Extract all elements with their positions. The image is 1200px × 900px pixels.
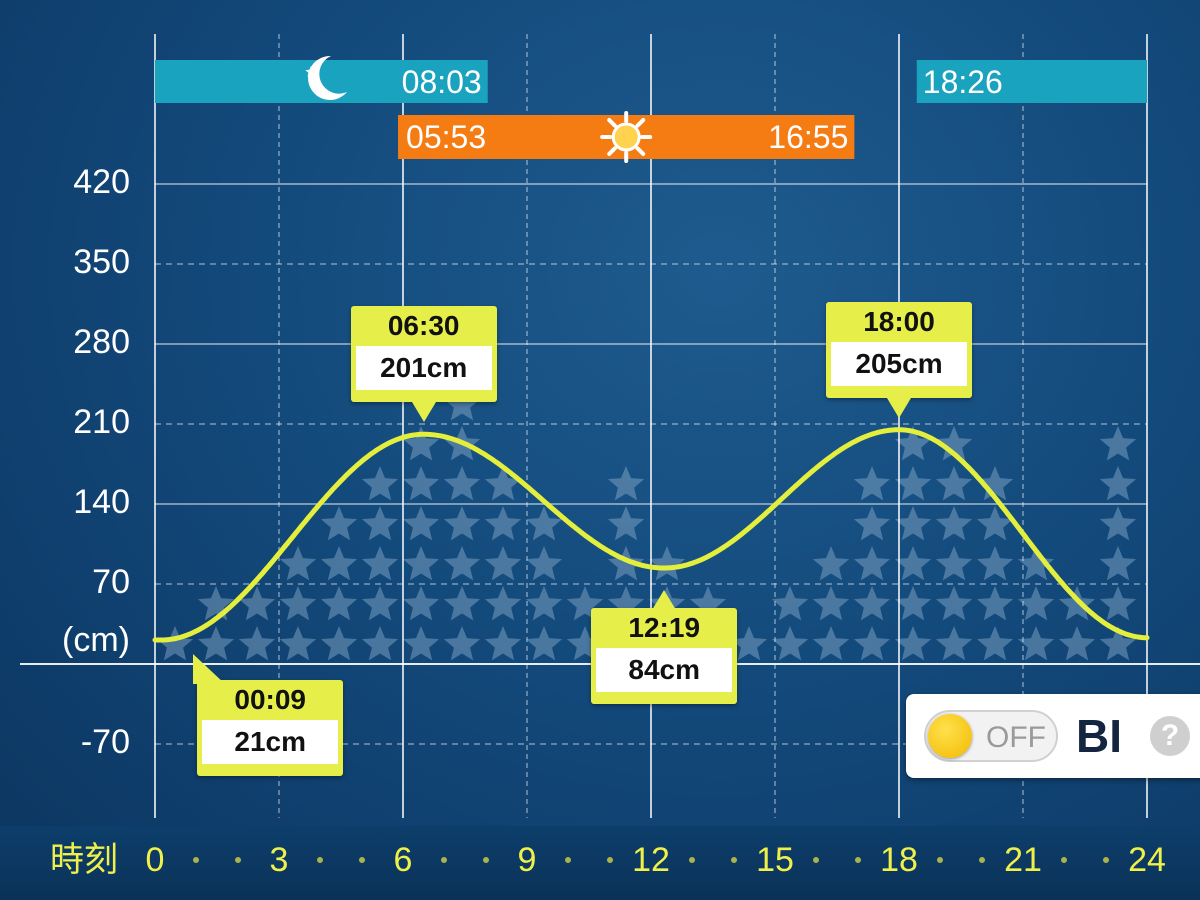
star-pattern (156, 386, 1137, 661)
moonset-label: 08:03 (401, 64, 482, 100)
y-tick-label: 350 (73, 243, 130, 281)
x-tick-label: 18 (880, 841, 918, 879)
moon-bar-1 (916, 60, 1147, 103)
sunrise-label: 05:53 (406, 119, 487, 155)
help-icon[interactable]: ? (1150, 716, 1190, 756)
x-tick-label: 9 (517, 841, 537, 879)
callout-height: 84cm (596, 648, 733, 692)
toggle-knob (928, 714, 972, 758)
x-hour-dot (358, 857, 365, 863)
y-tick-label: 70 (92, 563, 130, 601)
callout-pointer (411, 402, 436, 423)
toggle-state-label: OFF (986, 721, 1046, 754)
x-hour-dot (689, 857, 696, 863)
x-tick-label: 3 (269, 841, 289, 879)
x-hour-dot (1102, 857, 1109, 863)
y-tick-label: 140 (73, 483, 130, 521)
sunset-label: 16:55 (768, 119, 849, 155)
x-hour-dot (193, 857, 200, 863)
x-tick-label: 24 (1128, 841, 1166, 879)
x-tick-label: 6 (393, 841, 413, 879)
x-axis-title: 時刻 (50, 841, 118, 879)
tide-line (152, 427, 1150, 643)
x-hour-dot (813, 857, 820, 863)
callout-pointer (652, 590, 677, 610)
x-tick-label: 15 (756, 841, 794, 879)
tide-callout: 12:19 84cm (591, 590, 738, 704)
x-hour-dot (317, 857, 324, 863)
x-tick-label: 0 (145, 841, 165, 879)
bi-toggle[interactable]: OFF (924, 710, 1058, 762)
sun-icon (600, 111, 653, 163)
callout-pointer (193, 654, 226, 684)
sun-ray (607, 118, 617, 128)
x-hour-dot (234, 857, 241, 863)
y-tick-label: 210 (73, 403, 130, 441)
callout-time: 06:30 (387, 310, 460, 342)
callout-time: 00:09 (234, 684, 306, 715)
bi-panel: OFF BI ? (906, 694, 1200, 778)
callout-time: 18:00 (863, 305, 935, 337)
x-tick-label: 21 (1004, 841, 1042, 879)
x-hour-dot (565, 857, 572, 863)
stars-layer (156, 386, 1137, 661)
callout-pointer (887, 397, 911, 418)
callout-height: 201cm (355, 346, 492, 391)
x-hour-dot (606, 857, 613, 863)
bi-brand-label: BI (1076, 710, 1122, 762)
x-tick-label: 12 (632, 841, 670, 879)
x-hour-dot (482, 857, 489, 863)
x-hour-dot (937, 857, 944, 863)
callout-height: 205cm (831, 341, 967, 386)
moonrise-label: 18:26 (922, 64, 1003, 100)
callout-height: 21cm (202, 720, 339, 764)
y-tick-label: -70 (80, 723, 130, 761)
callout-time: 12:19 (628, 612, 701, 643)
y-tick-label: 280 (73, 323, 130, 361)
sun-ray (607, 146, 617, 156)
sun-disc (611, 122, 641, 152)
x-hour-dot (978, 857, 985, 863)
sun-moon-bars (155, 55, 1147, 163)
x-hour-dot (730, 857, 737, 863)
moon-star-icon (305, 66, 317, 77)
tide-callout: 06:30 201cm (350, 306, 497, 423)
time-axis-bar (0, 826, 1200, 900)
x-hour-dot (1061, 857, 1068, 863)
sun-ray (635, 118, 646, 128)
moon-icon (308, 55, 347, 100)
tide-callout: 18:00 205cm (826, 301, 972, 418)
y-tick-label: 420 (73, 163, 130, 201)
sun-ray (635, 146, 646, 156)
x-hour-dot (441, 857, 448, 863)
y-axis-unit-label: (cm) (62, 621, 130, 659)
x-hour-dot (854, 857, 861, 863)
tide-callout: 00:09 21cm (193, 654, 344, 776)
